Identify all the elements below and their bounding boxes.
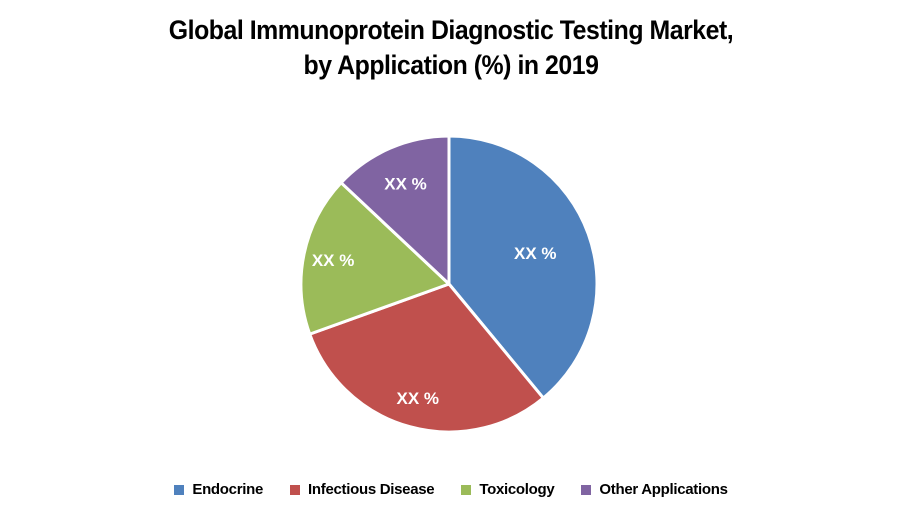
chart-title: Global Immunoprotein Diagnostic Testing … [36, 13, 866, 83]
slice-value-label-other-applications: XX % [384, 174, 427, 193]
pie-slice-toxicology [299, 181, 451, 336]
pie-slice-infectious-disease [308, 282, 545, 434]
slice-value-label-endocrine: XX % [514, 244, 557, 263]
legend-swatch-infectious-disease [290, 484, 301, 495]
slice-value-label-toxicology: XX % [312, 251, 355, 270]
pie-slice-endocrine [447, 134, 599, 400]
legend-item-other-applications: Other Applications [581, 481, 728, 498]
legend-swatch-toxicology [461, 484, 472, 495]
chart-title-line2: by Application (%) in 2019 [303, 50, 599, 80]
legend-label-other-applications: Other Applications [599, 481, 728, 498]
legend-label-toxicology: Toxicology [479, 481, 555, 498]
legend-item-toxicology: Toxicology [461, 481, 555, 498]
chart-title-line1: Global Immunoprotein Diagnostic Testing … [168, 15, 734, 45]
slice-value-label-infectious-disease: XX % [397, 389, 440, 408]
pie-slice-other-applications [339, 134, 451, 286]
legend-label-infectious-disease: Infectious Disease [308, 481, 435, 498]
legend: Endocrine Infectious Disease Toxicology Oth… [0, 481, 902, 498]
legend-swatch-other-applications [581, 484, 592, 495]
legend-item-infectious-disease: Infectious Disease [290, 481, 435, 498]
legend-swatch-endocrine [174, 484, 185, 495]
legend-item-endocrine: Endocrine [174, 481, 263, 498]
legend-label-endocrine: Endocrine [192, 481, 264, 498]
